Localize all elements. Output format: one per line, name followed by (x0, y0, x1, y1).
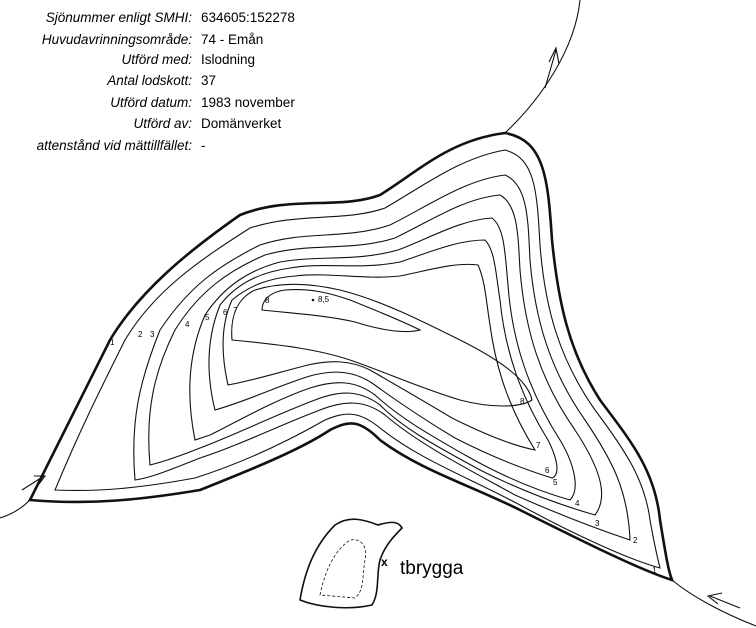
arrow (21, 475, 47, 491)
info-value: - (201, 138, 206, 153)
contour-label: 3 (595, 519, 600, 528)
contour-label: 8,5 (318, 295, 330, 304)
depth-contour (133, 174, 631, 541)
info-value: Domänverket (201, 116, 282, 131)
info-label: Antal lodskott: (106, 73, 192, 88)
x-mark: x (381, 555, 388, 569)
depth-contour (231, 283, 533, 407)
info-value: 1983 november (201, 95, 295, 110)
contour-label: 8 (520, 397, 525, 406)
deepest-point (311, 298, 315, 302)
contour-label: 6 (223, 308, 228, 317)
depth-contour (54, 149, 661, 569)
contour-label: 7 (233, 306, 238, 315)
contour-label: 5 (205, 313, 210, 322)
info-value: Islodning (201, 52, 255, 67)
contour-label: 2 (633, 536, 638, 545)
depth-contour (208, 239, 558, 479)
place-label: tbrygga (400, 558, 464, 579)
info-label: Utförd med: (121, 52, 192, 67)
contour-label: 4 (575, 499, 580, 508)
shoreline (27, 131, 675, 583)
island-contour (319, 539, 367, 599)
depth-contour (189, 217, 576, 501)
info-value: 37 (201, 73, 216, 88)
info-label: Utförd datum: (110, 95, 192, 110)
info-label: Utförd av: (133, 116, 192, 131)
depth-contour (148, 194, 603, 516)
info-table: Sjönummer enligt SMHI: 634605:152278 Huvud… (37, 10, 296, 153)
contour-label: 3 (150, 330, 155, 339)
stream (504, 0, 581, 134)
info-value: 74 - Emån (201, 32, 263, 47)
island (299, 518, 403, 609)
contour-label: 7 (536, 441, 541, 450)
info-label: Sjönummer enligt SMHI: (46, 10, 193, 25)
contour-label: 6 (545, 466, 550, 475)
info-value: 634605:152278 (201, 10, 295, 25)
contour-label: 8 (265, 296, 270, 305)
depth-contour (222, 263, 537, 451)
contour-label: 1 (110, 338, 115, 347)
info-label: Huvudavrinningsområde: (42, 32, 192, 47)
contour-label: 5 (553, 478, 558, 487)
stream (0, 499, 31, 519)
info-label: attenstånd vid mättillfället: (37, 138, 193, 153)
depth-contour (261, 289, 422, 333)
arrow (706, 592, 741, 609)
contour-label: 1 (652, 566, 657, 575)
arrow (544, 46, 560, 89)
stream (671, 579, 756, 627)
contour-label: 4 (185, 320, 190, 329)
contour-label: 2 (138, 330, 143, 339)
